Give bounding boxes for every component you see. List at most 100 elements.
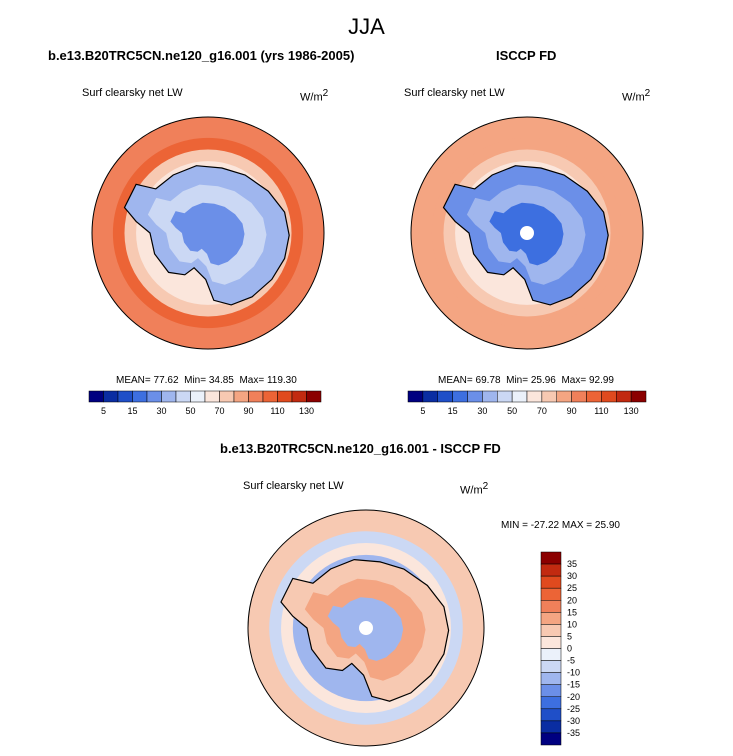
colorbar-swatch [540, 624, 562, 637]
colorbar-tick-label: 90 [243, 406, 253, 416]
min-value: 25.96 [530, 375, 556, 386]
colorbar-panel-3: 35 30 25 20 15 10 5 0 -5 -10 -15 -20 -25 -30 -35 [540, 551, 580, 746]
colorbar-swatch [540, 636, 562, 649]
colorbar-swatch [540, 732, 562, 746]
colorbar-tick-label: 5 [101, 406, 106, 416]
coastline [442, 165, 609, 306]
colorbar-tick-label: -20 [567, 692, 580, 702]
max-value: 119.30 [266, 375, 297, 386]
colorbar-swatch [452, 390, 468, 403]
max-value: 92.99 [588, 375, 614, 386]
colorbar-tick-label: -35 [567, 728, 580, 738]
max-label: Max= [561, 375, 587, 386]
colorbar-swatch [407, 390, 424, 403]
colorbar-swatch [630, 390, 647, 403]
colorbar-swatch [103, 390, 119, 403]
panel1-variable-label: Surf clearsky net LW [82, 87, 183, 99]
colorbar-swatch [248, 390, 264, 403]
mean-label: MEAN= [116, 375, 151, 386]
colorbar-swatch [540, 708, 562, 722]
colorbar-swatch [540, 612, 562, 625]
colorbar-swatch [219, 390, 235, 403]
colorbar-swatch [540, 648, 562, 661]
colorbar-swatch [277, 390, 293, 403]
min-label: Min= [506, 375, 529, 386]
map-panel-1 [91, 116, 325, 350]
colorbar-swatch [540, 720, 562, 734]
units-exponent: 2 [644, 88, 651, 99]
colorbar-swatch [540, 672, 562, 685]
mean-value: 77.62 [153, 375, 179, 386]
units-text: W/m [460, 484, 483, 497]
colorbar-tick-label: 30 [567, 571, 577, 581]
colorbar-swatch [556, 390, 572, 403]
colorbar-swatch [541, 390, 558, 403]
colorbar-tick-label: 5 [567, 631, 572, 641]
min-value: 34.85 [208, 375, 234, 386]
colorbar-panel-2: 5 15 30 50 70 90 110 130 [407, 390, 647, 416]
colorbar-tick-label: -25 [567, 704, 580, 714]
colorbar-swatch [540, 684, 562, 698]
pole-missing-marker [359, 621, 373, 635]
colorbar-swatch [526, 390, 543, 403]
colorbar-tick-label: 90 [567, 406, 577, 416]
land-field-core [170, 202, 245, 266]
colorbar-swatch [601, 390, 617, 403]
colorbar-swatch [117, 390, 133, 403]
colorbar-tick-label: -15 [567, 680, 580, 690]
units-exponent: 2 [482, 481, 489, 492]
colorbar-swatch [540, 575, 562, 589]
colorbar-tick-label: 50 [185, 406, 195, 416]
map-boundary [247, 509, 485, 747]
colorbar-swatch [511, 390, 528, 403]
colorbar-tick-label: -30 [567, 716, 580, 726]
map-field [92, 117, 324, 349]
map-boundary [91, 116, 325, 350]
colorbar-tick-label: 35 [567, 559, 577, 569]
colorbar-tick-label: -10 [567, 668, 580, 678]
colorbar-swatch [540, 563, 562, 577]
colorbar-tick-label: 30 [156, 406, 166, 416]
colorbar-swatch [306, 390, 322, 403]
panel3-variable-label: Surf clearsky net LW [243, 480, 344, 492]
panel1-title: b.e13.B20TRC5CN.ne120_g16.001 (yrs 1986-… [48, 48, 355, 63]
colorbar-swatch [422, 390, 439, 403]
panel2-title: ISCCP FD [496, 48, 557, 63]
colorbar-tick-label: 30 [477, 406, 487, 416]
colorbar-tick-label: 130 [624, 406, 639, 416]
colorbar-swatch [204, 390, 220, 403]
coastline [280, 558, 450, 702]
colorbar-swatch [540, 660, 562, 673]
colorbar-tick-label: 10 [567, 619, 577, 629]
panel2-units: W/m2 [622, 88, 650, 104]
map-boundary [410, 116, 644, 350]
colorbar-tick-label: 110 [270, 406, 284, 416]
panel2-variable-label: Surf clearsky net LW [404, 87, 505, 99]
colorbar-tick-label: 15 [127, 406, 137, 416]
colorbar-tick-label: 130 [299, 406, 314, 416]
page-title: JJA [348, 14, 385, 39]
panel1-units: W/m2 [300, 88, 328, 104]
colorbar-tick-label: 5 [420, 406, 425, 416]
colorbar-swatch [190, 390, 206, 403]
colorbar-swatch [586, 390, 602, 403]
colorbar-swatch [291, 390, 307, 403]
colorbar-swatch [437, 390, 453, 403]
colorbar-swatch [540, 587, 562, 601]
panel3-stats: MIN = -27.22 MAX = 25.90 [501, 520, 620, 531]
colorbar-tick-label: 0 [567, 644, 572, 654]
units-text: W/m [622, 91, 645, 104]
colorbar-swatch [161, 390, 177, 403]
max-label: Max= [239, 375, 265, 386]
mean-value: 69.78 [475, 375, 501, 386]
colorbar-swatch [571, 390, 587, 403]
panel3-units: W/m2 [460, 481, 488, 497]
units-exponent: 2 [322, 88, 329, 99]
colorbar-tick-label: 50 [507, 406, 517, 416]
mean-label: MEAN= [438, 375, 473, 386]
colorbar-tick-label: 20 [567, 595, 577, 605]
colorbar-tick-label: 110 [594, 406, 608, 416]
colorbar-swatch [497, 390, 513, 403]
colorbar-tick-label: -5 [567, 656, 575, 666]
